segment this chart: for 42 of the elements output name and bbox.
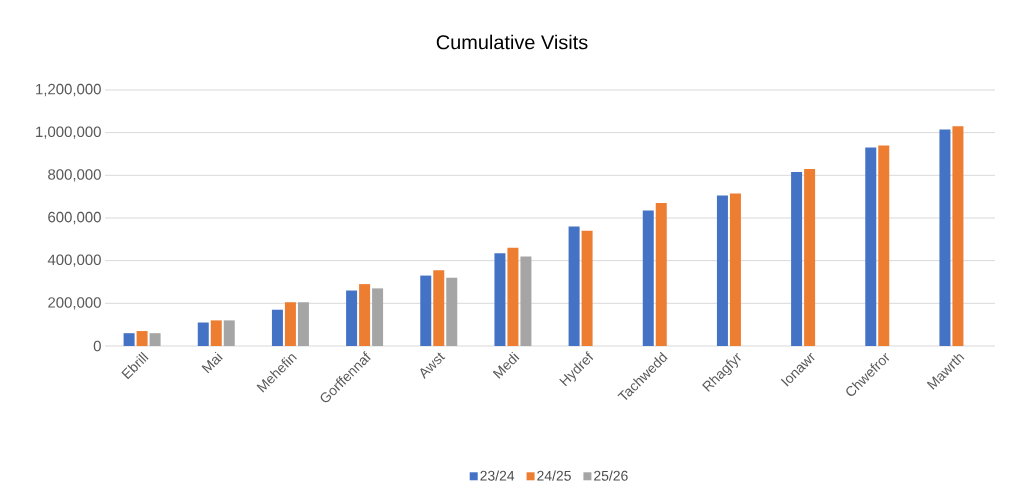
bar [655,203,667,346]
legend-label: 24/25 [537,470,571,481]
bar [271,309,283,346]
bar [642,210,654,346]
bar [568,226,580,346]
bar [446,277,458,346]
bar [297,302,309,346]
bar [791,172,803,346]
bar [359,284,371,346]
bar [210,320,222,346]
bar [952,126,964,346]
bar [939,129,951,346]
bar [149,333,161,346]
bar [372,288,384,346]
bar [123,333,135,346]
bar [197,322,209,346]
bar [729,193,741,346]
bar [804,168,816,346]
y-tick-label: 200,000 [48,297,101,310]
bar [433,270,445,346]
bar [520,256,532,346]
y-tick-label: 800,000 [48,169,101,182]
y-tick-label: 400,000 [47,254,101,267]
bar [346,290,358,346]
legend-label: 25/26 [594,470,628,481]
y-tick-label: 1,000,000 [36,126,101,139]
bar [223,320,235,346]
bar [136,331,148,346]
bar [865,147,877,346]
y-tick-label: 600,000 [48,211,101,225]
bar [716,195,728,346]
bar [581,230,593,346]
bar [507,247,519,346]
bar [878,145,890,346]
y-tick-label: 0 [93,340,101,352]
chart-title: Cumulative Visits [436,34,588,50]
bar [420,275,432,346]
y-tick-label: 1,200,000 [36,83,101,97]
legend-label: 23/24 [480,470,515,481]
bar [284,302,296,346]
bar [494,253,506,346]
x-tick-label: Mai [201,351,223,374]
